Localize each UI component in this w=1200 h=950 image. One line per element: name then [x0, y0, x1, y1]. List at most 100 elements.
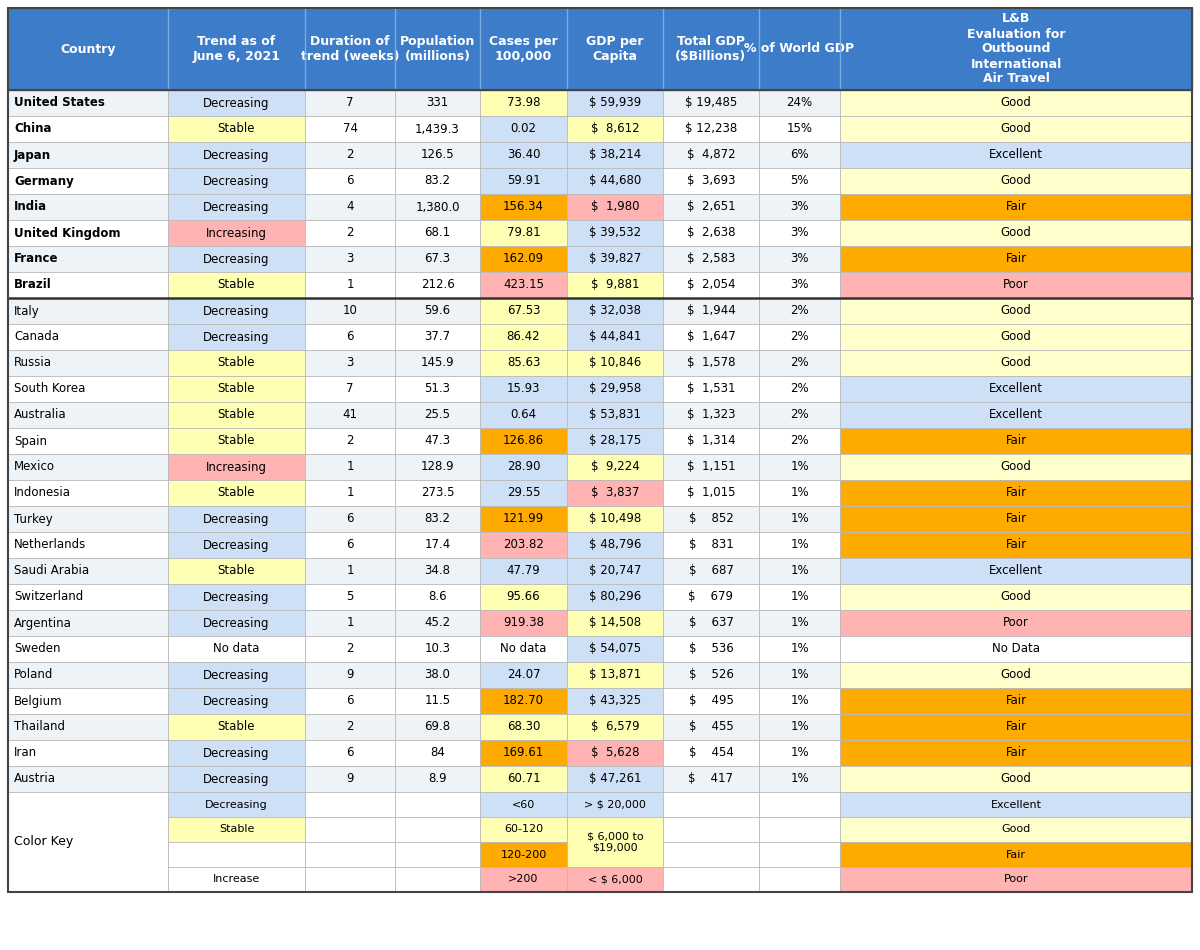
Bar [760, 272, 840, 298]
Bar [662, 688, 760, 714]
Bar [395, 842, 480, 867]
Text: Fair: Fair [1006, 200, 1026, 214]
Bar [568, 168, 662, 194]
Bar [480, 246, 568, 272]
Bar [662, 8, 760, 90]
Text: 126.5: 126.5 [421, 148, 455, 162]
Bar [662, 324, 760, 350]
Text: 7: 7 [347, 97, 354, 109]
Text: $ 53,831: $ 53,831 [589, 408, 641, 422]
Bar [662, 714, 760, 740]
Text: India: India [14, 200, 47, 214]
Bar [760, 194, 840, 220]
Bar [568, 506, 662, 532]
Bar [480, 402, 568, 428]
Text: $ 12,238: $ 12,238 [685, 123, 737, 136]
Text: 1%: 1% [790, 486, 809, 500]
Bar [395, 168, 480, 194]
Bar [840, 867, 1192, 892]
Bar [840, 324, 1192, 350]
Bar [760, 8, 840, 90]
Bar [305, 688, 395, 714]
Bar [840, 350, 1192, 376]
Bar [840, 8, 1192, 90]
Bar [662, 350, 760, 376]
Bar [305, 298, 395, 324]
Text: $    637: $ 637 [689, 617, 733, 630]
Bar [168, 688, 305, 714]
Text: Decreasing: Decreasing [203, 200, 270, 214]
Bar [168, 766, 305, 792]
Bar [662, 610, 760, 636]
Bar [840, 842, 1192, 867]
Text: China: China [14, 123, 52, 136]
Bar [305, 402, 395, 428]
Bar [8, 740, 168, 766]
Text: 59.91: 59.91 [506, 175, 540, 187]
Bar [305, 246, 395, 272]
Bar [8, 688, 168, 714]
Bar [305, 558, 395, 584]
Bar [568, 454, 662, 480]
Bar [395, 842, 480, 867]
Text: 67.3: 67.3 [425, 253, 450, 265]
Bar [760, 8, 840, 90]
Text: $  9,881: $ 9,881 [590, 278, 640, 292]
Bar [168, 842, 305, 867]
Text: 3: 3 [347, 253, 354, 265]
Bar [8, 480, 168, 506]
Bar [168, 817, 305, 842]
Bar [305, 142, 395, 168]
Bar [760, 454, 840, 480]
Text: Fair: Fair [1006, 694, 1026, 708]
Text: 0.02: 0.02 [510, 123, 536, 136]
Bar [568, 116, 662, 142]
Text: 2%: 2% [790, 434, 809, 447]
Bar [305, 402, 395, 428]
Bar [395, 168, 480, 194]
Text: 69.8: 69.8 [425, 720, 450, 733]
Bar [305, 428, 395, 454]
Bar [168, 402, 305, 428]
Bar [168, 350, 305, 376]
Bar [568, 636, 662, 662]
Text: 2: 2 [347, 720, 354, 733]
Bar [395, 272, 480, 298]
Text: 2%: 2% [790, 383, 809, 395]
Text: Sweden: Sweden [14, 642, 60, 656]
Bar [480, 90, 568, 116]
Bar [840, 532, 1192, 558]
Text: 51.3: 51.3 [425, 383, 450, 395]
Bar [395, 480, 480, 506]
Bar [168, 116, 305, 142]
Text: $  1,015: $ 1,015 [686, 486, 736, 500]
Text: 169.61: 169.61 [503, 747, 544, 759]
Text: $  3,693: $ 3,693 [686, 175, 736, 187]
Text: France: France [14, 253, 59, 265]
Bar [395, 324, 480, 350]
Bar [305, 272, 395, 298]
Bar [168, 636, 305, 662]
Bar [480, 610, 568, 636]
Bar [568, 272, 662, 298]
Text: 2%: 2% [790, 331, 809, 344]
Bar [840, 376, 1192, 402]
Text: Poor: Poor [1003, 617, 1028, 630]
Bar [395, 662, 480, 688]
Text: $ 29,958: $ 29,958 [589, 383, 641, 395]
Text: Decreasing: Decreasing [203, 539, 270, 552]
Bar [662, 246, 760, 272]
Text: 68.1: 68.1 [425, 226, 450, 239]
Text: 2: 2 [347, 148, 354, 162]
Bar [568, 376, 662, 402]
Bar [760, 506, 840, 532]
Bar [760, 610, 840, 636]
Bar [395, 532, 480, 558]
Text: Fair: Fair [1006, 747, 1026, 759]
Bar [760, 558, 840, 584]
Bar [480, 792, 568, 817]
Bar [760, 454, 840, 480]
Text: $ 39,532: $ 39,532 [589, 226, 641, 239]
Bar [395, 584, 480, 610]
Text: 2%: 2% [790, 356, 809, 370]
